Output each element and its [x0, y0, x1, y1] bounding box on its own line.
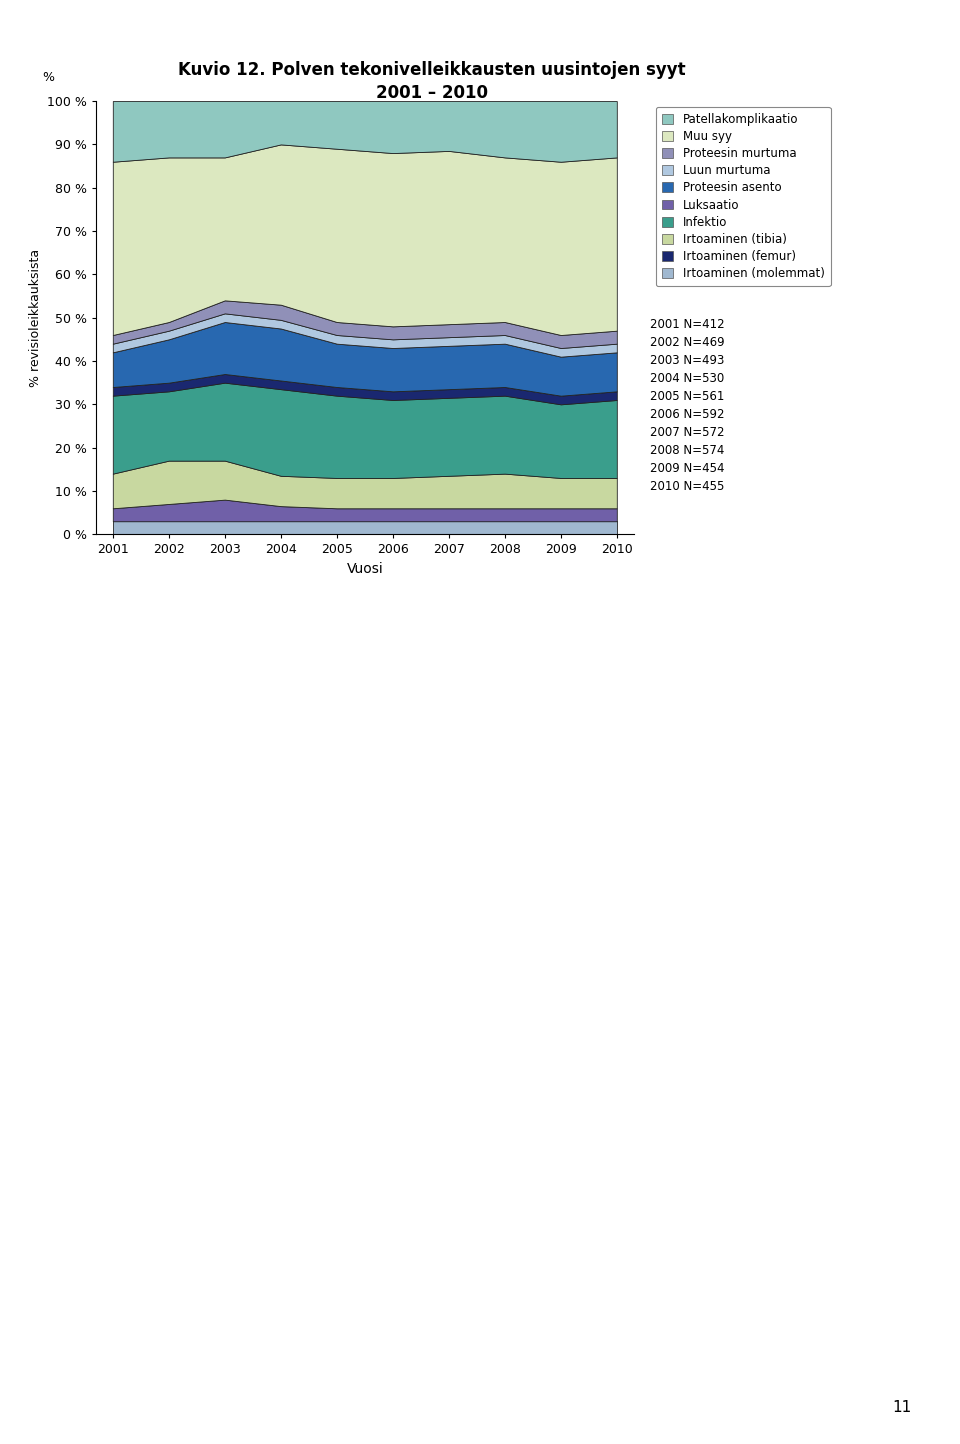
- Legend: Patellakomplikaatio, Muu syy, Proteesin murtuma, Luun murtuma, Proteesin asento,: Patellakomplikaatio, Muu syy, Proteesin …: [656, 107, 830, 286]
- Text: 2001 N=412
2002 N=469
2003 N=493
2004 N=530
2005 N=561
2006 N=592
2007 N=572
200: 2001 N=412 2002 N=469 2003 N=493 2004 N=…: [650, 318, 725, 492]
- X-axis label: Vuosi: Vuosi: [347, 562, 383, 576]
- Y-axis label: % revisioleikkauksista: % revisioleikkauksista: [29, 248, 41, 387]
- Text: 2001 – 2010: 2001 – 2010: [376, 84, 488, 101]
- Text: Kuvio 12. Polven tekonivelleikkausten uusintojen syyt: Kuvio 12. Polven tekonivelleikkausten uu…: [179, 61, 685, 78]
- Text: %: %: [42, 71, 54, 84]
- Text: 11: 11: [893, 1401, 912, 1415]
